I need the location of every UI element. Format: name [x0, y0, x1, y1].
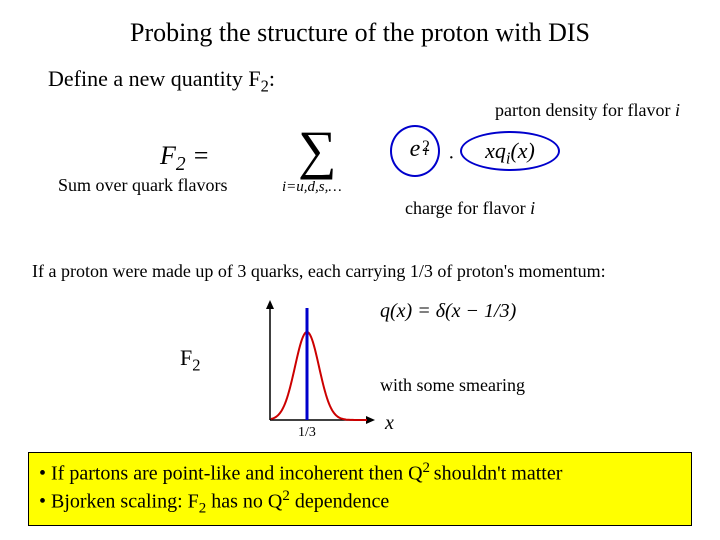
eq-sum-symbol: ∑ [298, 119, 337, 181]
parton-density-label: parton density for flavor i [30, 100, 680, 121]
eq-lhs-sym: F [160, 141, 176, 170]
eq-e-sub: i [424, 129, 428, 173]
sum-over-flavors-label: Sum over quark flavors [58, 175, 227, 196]
define-prefix: Define a new quantity F [48, 66, 261, 91]
if-proton-text: If a proton were made up of 3 quarks, ea… [32, 261, 690, 282]
x-axis-label: x [385, 412, 394, 435]
b1-sup: 2 [423, 460, 434, 476]
f2-base: F [180, 345, 192, 370]
define-suffix: : [269, 66, 275, 91]
bullet-2: • Bjorken scaling: F2 has no Q2 dependen… [39, 487, 681, 519]
b1-post: shouldn't matter [434, 463, 563, 485]
delta-equation: q(x) = δ(x − 1/3) [380, 300, 516, 323]
eq-sum-sub: i=u,d,s,… [282, 179, 342, 196]
f2-graph: 1/3 [265, 300, 375, 440]
graph-row: F2 1/3 q(x) = δ(x − 1/3) with some smear… [30, 290, 690, 440]
parton-density-prefix: parton density for flavor [495, 100, 675, 120]
bullet-1: • If partons are point-like and incohere… [39, 459, 681, 487]
flavor-var: i [675, 100, 680, 120]
b2-sup: 2 [282, 488, 290, 504]
b2-mid: has no Q [206, 491, 282, 513]
eq-e-base: e [410, 136, 421, 162]
eq-charge-circle: e 2 i [390, 125, 440, 177]
eq-dot: · [448, 147, 455, 170]
slide-title: Probing the structure of the proton with… [30, 18, 690, 48]
smearing-label: with some smearing [380, 375, 525, 396]
b2-pre: • Bjorken scaling: F [39, 491, 199, 513]
f2-sub: 2 [192, 356, 200, 375]
f2-graph-label: F2 [180, 345, 201, 375]
define-sub: 2 [261, 76, 269, 95]
charge-for-flavor-label: charge for flavor i [405, 198, 535, 219]
charge-flavor-var: i [530, 198, 535, 218]
eq-xq-circle: xqi(x) [460, 131, 560, 171]
eq-xq-base: xq [485, 138, 506, 163]
eq-lhs: F2 = [160, 141, 210, 176]
eq-lhs-sub: 2 [176, 155, 186, 176]
charge-prefix: charge for flavor [405, 198, 530, 218]
eq-equals: = [186, 141, 210, 170]
define-line: Define a new quantity F2: [48, 66, 690, 96]
conclusion-box: • If partons are point-like and incohere… [28, 452, 692, 526]
b1-pre: • If partons are point-like and incohere… [39, 463, 423, 485]
eq-xq-arg: (x) [510, 138, 534, 163]
svg-text:1/3: 1/3 [298, 425, 316, 440]
b2-post: dependence [290, 491, 389, 513]
